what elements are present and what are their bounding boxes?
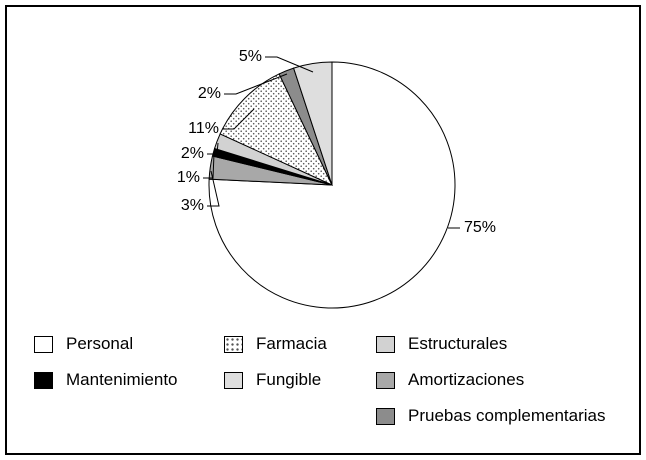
legend-label-personal: Personal: [66, 334, 134, 353]
legend-swatch-fungible: [224, 371, 243, 389]
legend-item-pruebas-complementarias: Pruebas complementarias: [376, 406, 626, 426]
slice-label-amortizaciones: 3%: [181, 197, 204, 214]
pie-slice-fungible: [292, 61, 333, 186]
legend-label-farmacia: Farmacia: [256, 334, 327, 353]
slice-label-personal: 75%: [464, 219, 496, 236]
legend-item-fungible: Fungible: [224, 370, 376, 390]
leader-line-mantenimiento: [203, 153, 215, 179]
legend-label-amortizaciones: Amortizaciones: [408, 370, 525, 389]
legend-swatch-pruebas-complementarias: [376, 407, 395, 425]
legend-swatch-mantenimiento: [34, 371, 53, 389]
slice-label-pruebas-complementarias: 2%: [198, 85, 221, 102]
legend-label-fungible: Fungible: [256, 370, 322, 389]
legend: Personal Farmacia Estructurales Mantenim…: [34, 326, 626, 434]
legend-item-estructurales: Estructurales: [376, 334, 626, 354]
legend-item-personal: Personal: [34, 334, 224, 354]
leader-line-amortizaciones: [207, 170, 220, 207]
legend-item-mantenimiento: Mantenimiento: [34, 370, 224, 390]
legend-label-mantenimiento: Mantenimiento: [66, 370, 178, 389]
legend-item-farmacia: Farmacia: [224, 334, 376, 354]
legend-swatch-estructurales: [376, 335, 395, 353]
slice-label-mantenimiento: 1%: [177, 169, 200, 186]
legend-swatch-farmacia: [224, 335, 243, 353]
pie-chart-area: 75% 3% 1% 2% 11% 2% 5%: [177, 48, 496, 309]
legend-item-amortizaciones: Amortizaciones: [376, 370, 626, 390]
leader-line-estructurales: [207, 142, 219, 155]
leader-line-fungible: [265, 56, 314, 73]
legend-swatch-personal: [34, 335, 53, 353]
legend-swatch-amortizaciones: [376, 371, 395, 389]
leader-line-farmacia: [222, 108, 255, 130]
pie-slice-farmacia: [219, 73, 334, 187]
legend-label-estructurales: Estructurales: [408, 334, 508, 353]
legend-label-pruebas-complementarias: Pruebas complementarias: [408, 406, 606, 425]
leader-line-pruebas-complementarias: [224, 73, 288, 95]
slice-label-estructurales: 2%: [181, 145, 204, 162]
slice-label-fungible: 5%: [239, 48, 262, 65]
slice-label-farmacia: 11%: [188, 120, 219, 137]
pie-chart: 75% 3% 1% 2% 11% 2% 5%: [177, 48, 496, 309]
